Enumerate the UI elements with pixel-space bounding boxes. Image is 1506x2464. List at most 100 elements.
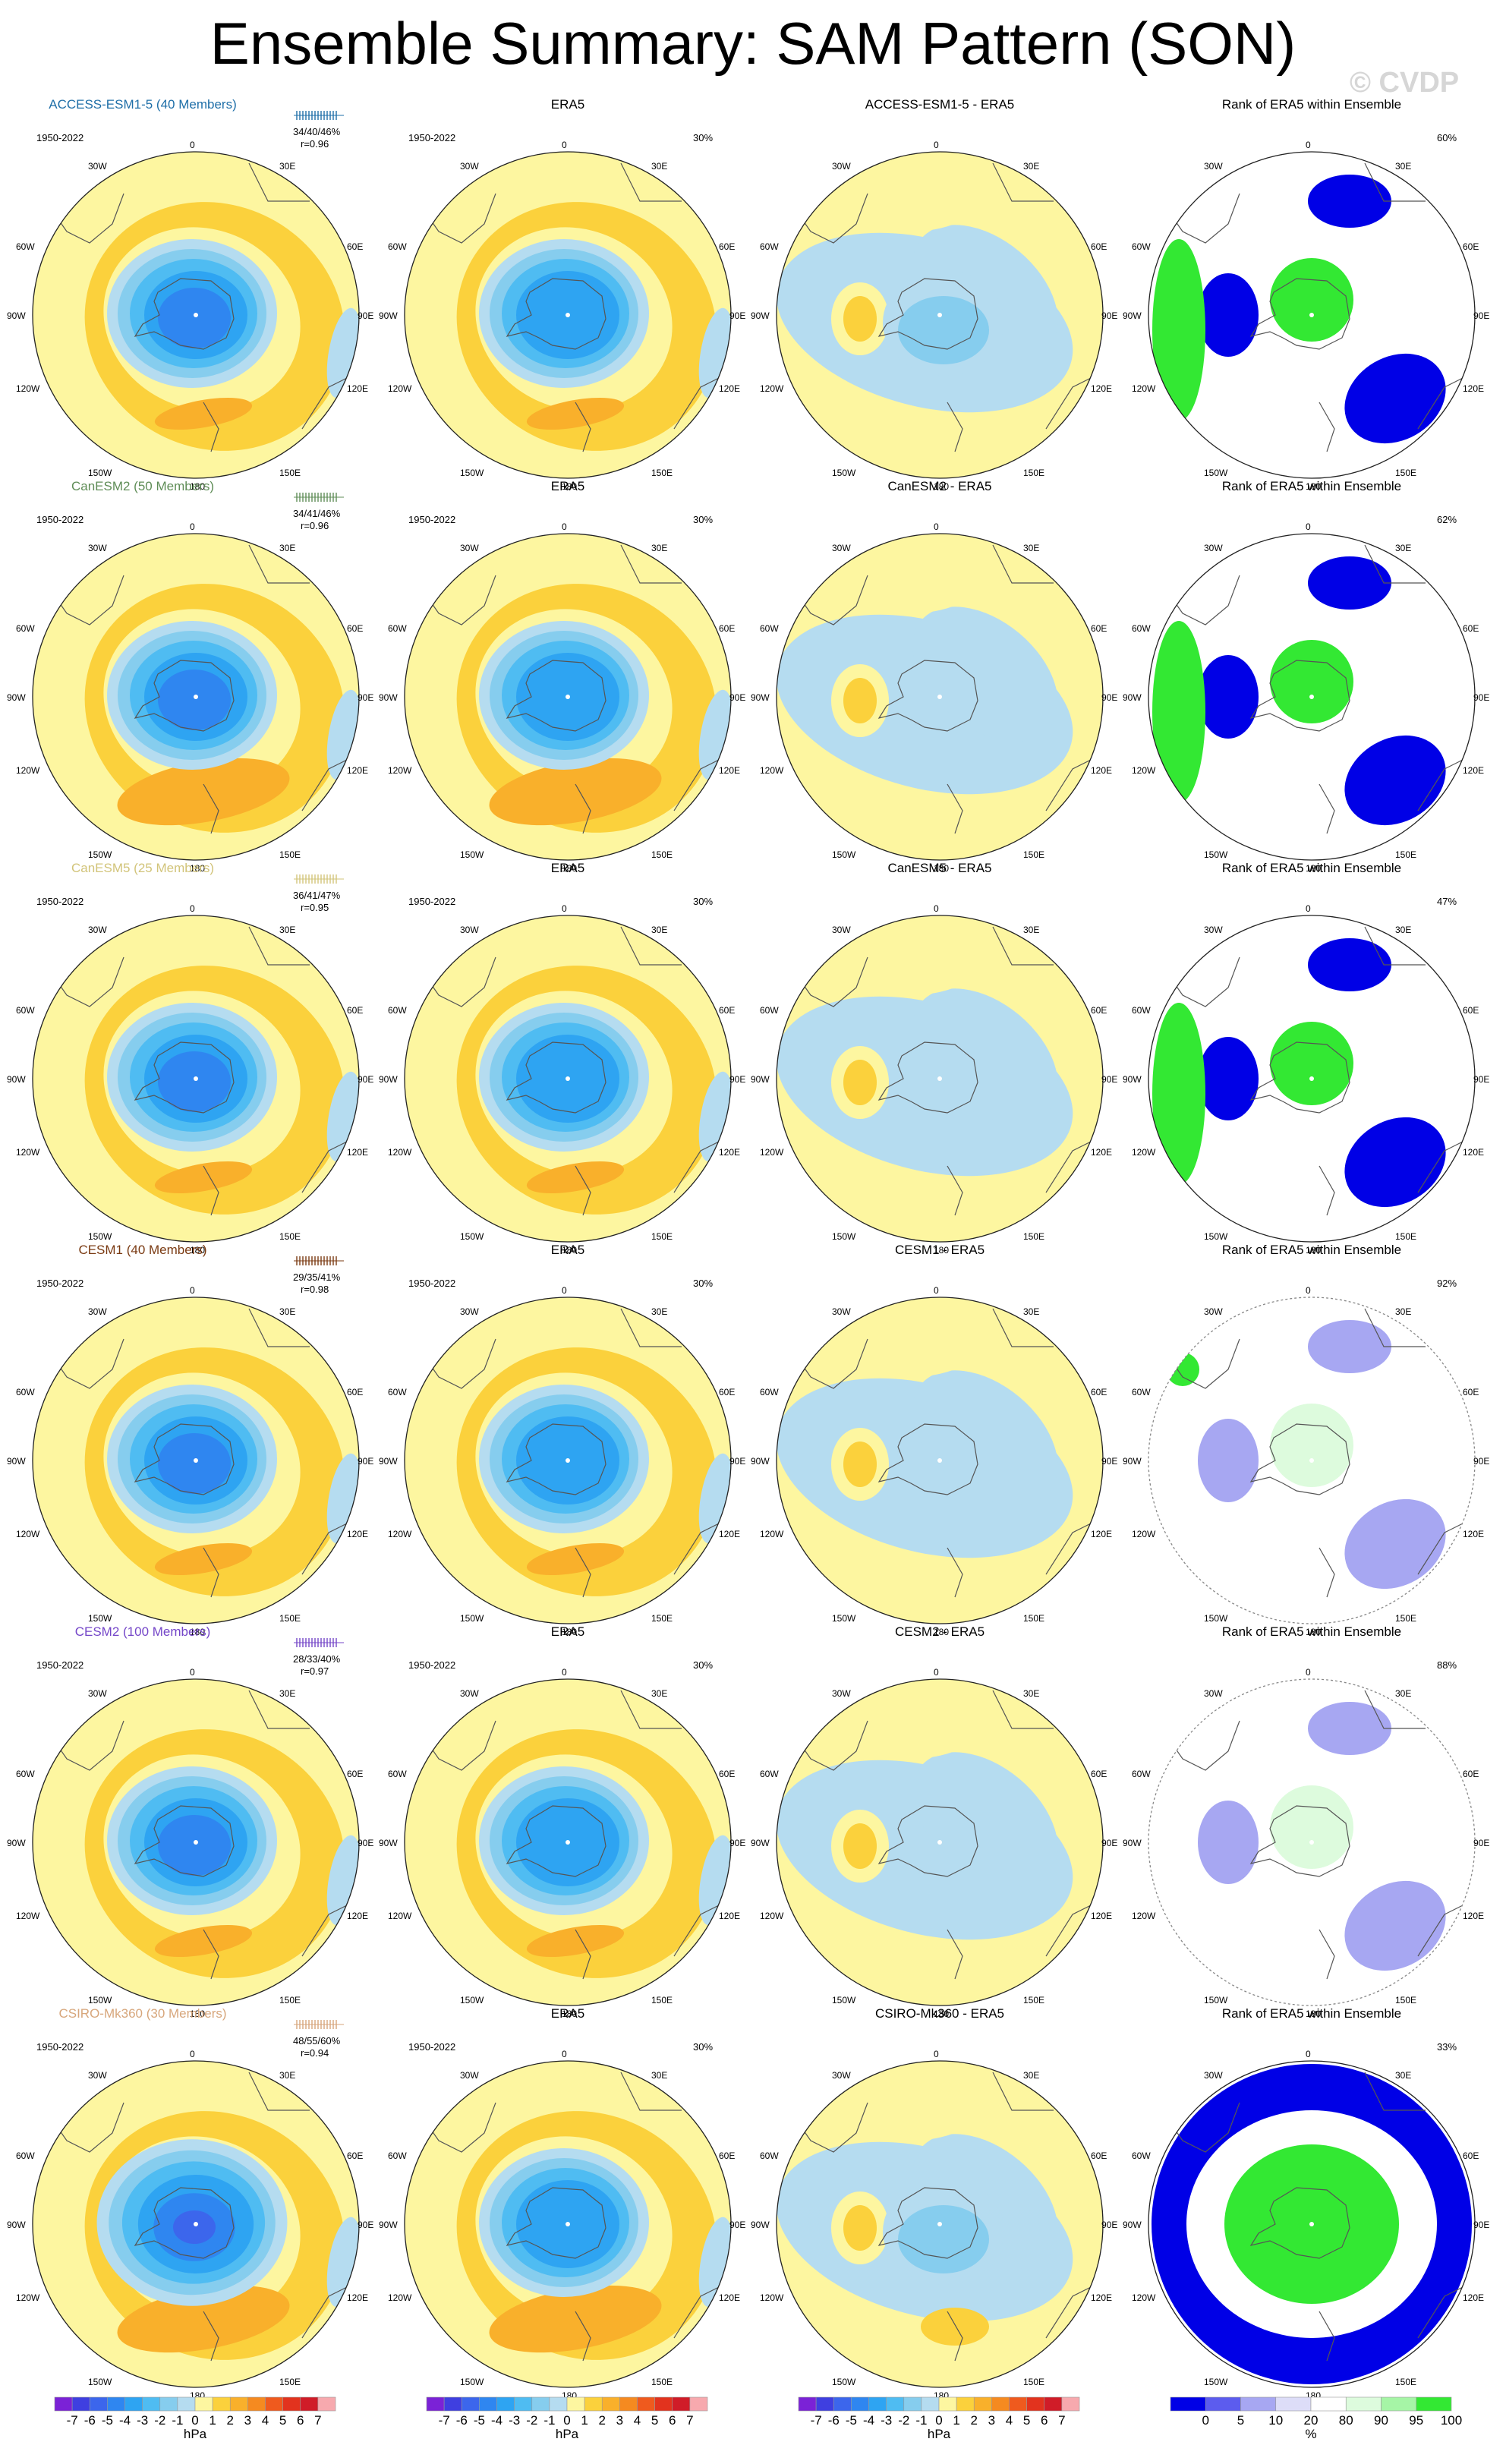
colorbar-box [282,2396,301,2412]
lon-label-150w: 150W [832,468,856,478]
ensemble-whisker-plot [294,493,344,502]
australia-coastline [1045,1520,1096,1575]
map-field [1148,2061,1475,2387]
colorbar-boxes [1170,2396,1452,2412]
ensemble-whisker-plot [294,874,344,884]
map-boundary-circle [776,533,1104,861]
lon-label-180: 180 [934,1245,950,1256]
colorbar-tick-label: -7 [810,2413,822,2428]
lon-label-120e: 120E [1091,2292,1113,2303]
lon-label-60e: 60E [719,622,736,634]
lon-label-180: 180 [934,863,950,874]
lon-label-90w: 90W [1123,2220,1142,2230]
panel-title: ERA5 [550,1624,585,1639]
ensemble-percent-range: 36/41/47% [293,890,341,901]
panel-title: Rank of ERA5 within Ensemble [1221,1624,1402,1639]
colorbar-box [159,2396,178,2412]
lon-label-60e: 60E [1091,622,1107,634]
colorbar-box [1275,2396,1312,2412]
lon-label-120w: 120W [760,764,784,776]
lon-label-90w: 90W [751,2220,770,2230]
ensemble-whisker-plot [294,2020,344,2029]
lon-label-120w: 120W [16,1146,40,1158]
lon-label-60w: 60W [16,622,35,634]
lon-label-120e: 120E [1463,1528,1485,1539]
rank-high-center [1270,640,1353,723]
ensemble-whisker-plot [294,1256,344,1265]
rank-percent: 88% [1437,1659,1457,1671]
colorbar-box [566,2396,585,2412]
panel-title: ERA5 [550,97,585,112]
colorbar-box [496,2396,515,2412]
lon-label-180: 180 [1306,1245,1322,1256]
positive-diff-core [843,2205,877,2251]
antarctica-coastline [877,660,978,732]
rank-percent: 33% [1437,2041,1457,2053]
lon-label-90e: 90E [1473,2220,1490,2230]
colorbar-tick-label: 7 [1058,2413,1066,2428]
south-pole-marker [194,695,198,699]
lon-label-150w: 150W [832,1995,856,2006]
lon-label-90e: 90E [358,1456,374,1467]
lon-label-60e: 60E [1463,2150,1479,2161]
colorbar-box [956,2396,975,2412]
lon-label-150w: 150W [1204,468,1228,478]
map-boundary-circle [776,915,1104,1243]
lon-label-120w: 120W [16,764,40,776]
lon-label-150e: 150E [1395,849,1417,860]
colorbar-tick-label: 0 [935,2413,943,2428]
africa-coastline [248,926,310,966]
lon-label-120e: 120E [347,1528,369,1539]
south-pole-marker [566,1458,570,1463]
australia-coastline [673,757,724,811]
lon-label-60e: 60E [347,622,364,634]
map-field [405,1297,731,1624]
panel-title: ERA5 [550,861,585,875]
australia-coastline [1045,2284,1096,2339]
lon-label-30w: 30W [832,1688,851,1699]
new-zealand-coastline [575,402,591,452]
lon-label-30w: 30W [1204,925,1223,935]
positive-anomaly-core [154,1924,253,1958]
lon-label-30e: 30E [1023,161,1040,172]
africa-coastline [992,1308,1054,1347]
colorbar-box [479,2396,497,2412]
lon-label-150w: 150W [460,468,484,478]
pattern-correlation: r=0.98 [301,1284,329,1295]
positive-anomaly-core [154,1542,253,1576]
rank-percent: 47% [1437,896,1457,907]
new-zealand-coastline [575,2311,591,2362]
map-field [777,2061,1103,2387]
lon-label-90w: 90W [1123,1456,1142,1467]
australia-coastline [301,1902,352,1957]
lon-label-60w: 60W [1132,2150,1151,2161]
new-zealand-coastline [947,1165,963,1216]
colorbar-box [461,2396,480,2412]
map-boundary-circle [404,2060,732,2388]
lon-label-0: 0 [934,521,939,532]
lon-label-60w: 60W [760,622,779,634]
map-field [1148,1679,1475,2006]
colorbar-tick-label: -2 [526,2413,538,2428]
colorbar-tick-label: -1 [543,2413,556,2428]
lon-label-150w: 150W [460,849,484,860]
map-boundary-circle [776,1678,1104,2006]
lon-label-180: 180 [1306,481,1322,492]
lon-label-120w: 120W [388,764,412,776]
lon-label-120w: 120W [16,1910,40,1921]
lon-label-60e: 60E [1463,1386,1479,1397]
colorbar-box [973,2396,992,2412]
lon-label-150w: 150W [1204,1231,1228,1242]
positive-diff-north [841,171,978,232]
lon-label-150e: 150E [1395,1995,1417,2006]
south-pole-marker [194,1458,198,1463]
lon-label-150w: 150W [832,2377,856,2387]
colorbar-tick-label: 20 [1303,2413,1319,2428]
south-pole-marker [937,2222,942,2226]
rank-low-southeast [1344,1498,1446,1590]
lon-label-120w: 120W [760,2292,784,2303]
lon-label-0: 0 [934,140,939,150]
lon-label-150w: 150W [460,1613,484,1624]
map-field [405,152,731,478]
antarctica-coastline [1249,1041,1350,1114]
